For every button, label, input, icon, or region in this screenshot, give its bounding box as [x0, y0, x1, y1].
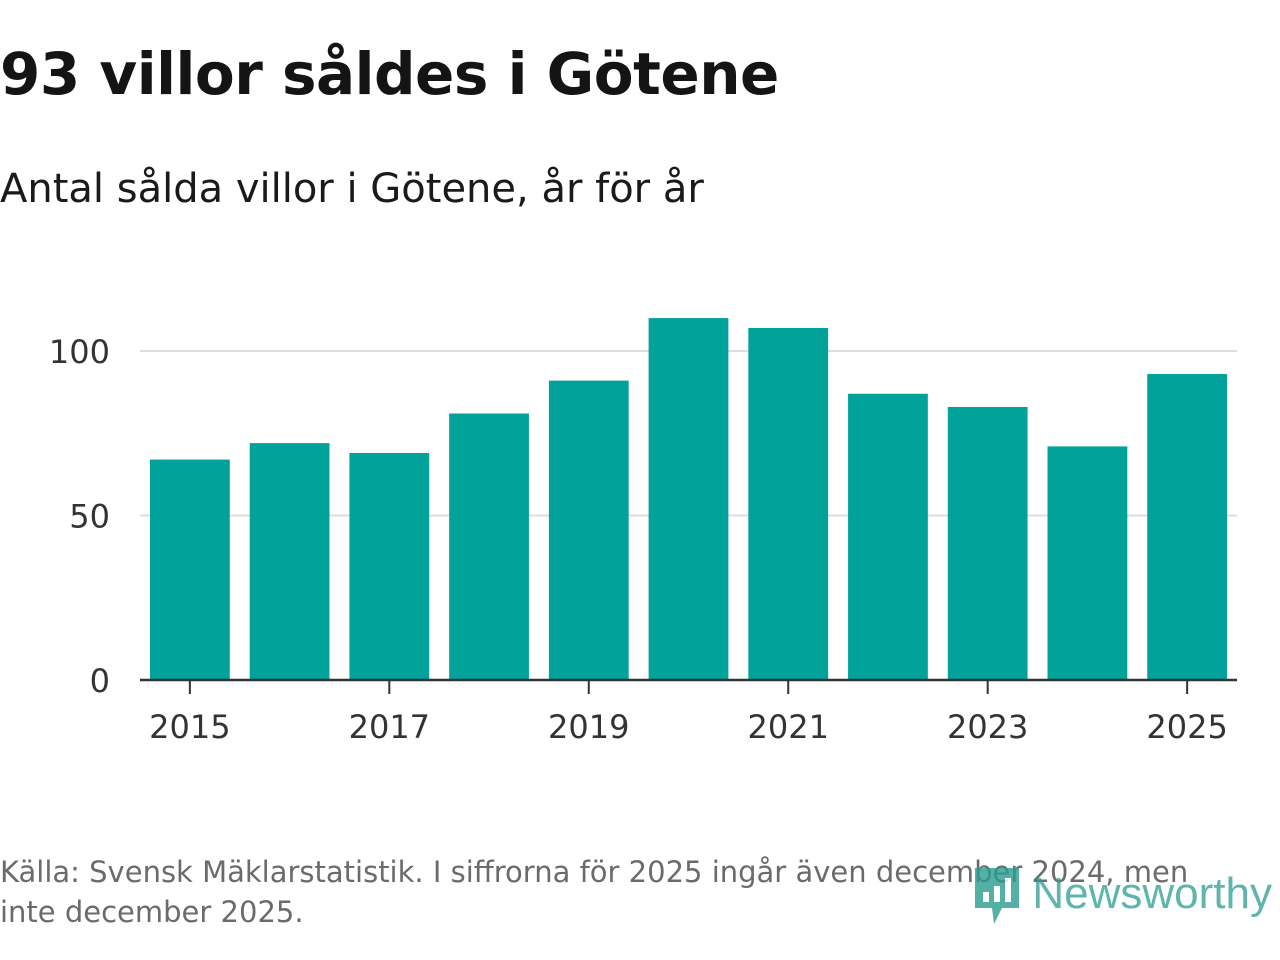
axes: 0 50 100 2015 2017 2019 2021 2023 2025: [49, 333, 1237, 746]
x-tick-label: 2019: [548, 708, 629, 746]
x-tick-label: 2017: [349, 708, 430, 746]
chart-subtitle: Antal sålda villor i Götene, år för år: [0, 166, 704, 212]
bar-2024: [1047, 446, 1128, 680]
chart-title: 93 villor såldes i Götene: [0, 40, 779, 108]
bar-chart: 0 50 100 2015 2017 2019 2021 2023 2025: [49, 318, 1237, 746]
x-tick-label: 2021: [748, 708, 829, 746]
bars: [149, 318, 1228, 680]
bar-2019: [548, 380, 629, 680]
bar-2018: [449, 413, 529, 680]
x-tick-label: 2023: [947, 708, 1028, 746]
bar-2020: [648, 318, 729, 680]
brand-name: Newsworthy: [1032, 869, 1272, 918]
brand-logo: Newsworthy: [972, 862, 1272, 926]
bar-2016: [249, 443, 330, 680]
y-tick-label: 100: [49, 333, 110, 371]
bar-2017: [349, 452, 430, 680]
y-tick-label: 50: [69, 498, 110, 536]
y-tick-label: 0: [90, 662, 110, 700]
x-tick-label: 2025: [1146, 708, 1227, 746]
x-tick-label: 2015: [149, 708, 230, 746]
bar-2022: [848, 393, 928, 680]
bar-2023: [947, 406, 1028, 680]
bar-2015: [149, 459, 230, 680]
bar-2025: [1147, 374, 1228, 680]
bar-2021: [748, 327, 829, 680]
newsworthy-logo-icon: [975, 868, 1020, 924]
